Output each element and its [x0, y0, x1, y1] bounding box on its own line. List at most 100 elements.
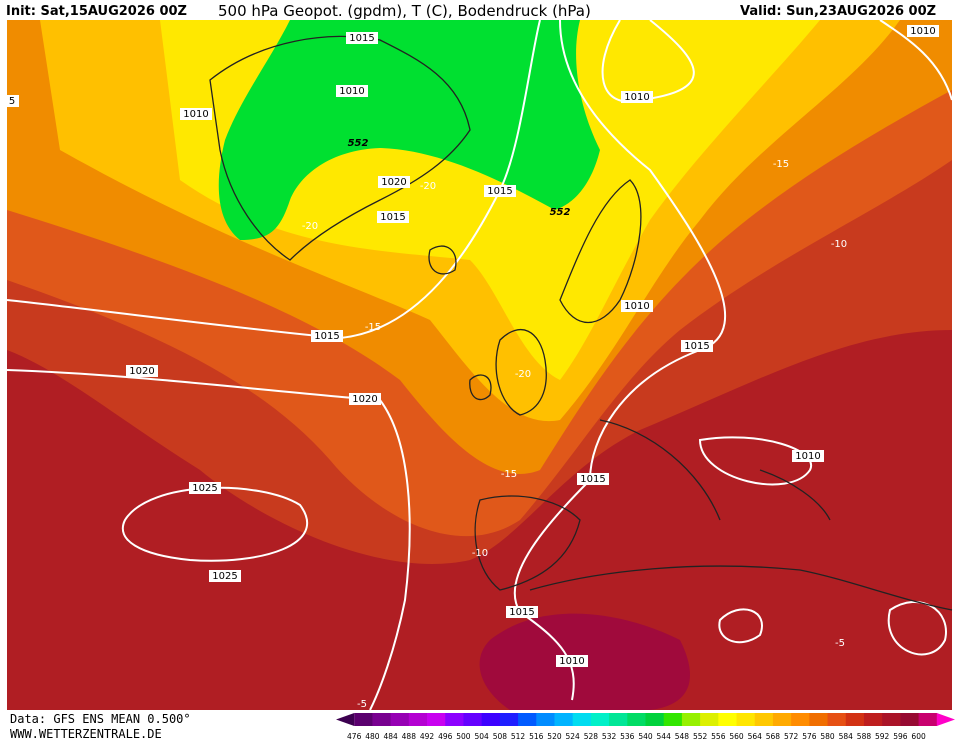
- isobar-label: 1015: [684, 341, 709, 352]
- colorbar-swatch: [809, 713, 829, 726]
- isobar-label: 5: [9, 96, 15, 107]
- map: 1015 1010 1010 552 1020 -20 1015 1015 55…: [6, 19, 953, 711]
- colorbar-label: 488: [402, 732, 417, 741]
- valid-time: Valid: Sun,23AUG2026 00Z: [740, 4, 936, 19]
- colorbar-label: 600: [911, 732, 926, 741]
- colorbar-label: 592: [875, 732, 890, 741]
- colorbar-label: 480: [365, 732, 380, 741]
- isobar-label: 1015: [314, 331, 339, 342]
- colorbar-swatch: [791, 713, 810, 726]
- data-source: Data: GFS ENS MEAN 0.500°: [10, 712, 191, 726]
- colorbar-swatch: [700, 713, 719, 726]
- colorbar-label: 584: [839, 732, 854, 741]
- colorbar-swatch: [572, 713, 592, 726]
- map-title: 500 hPa Geopot. (gpdm), T (C), Bodendruc…: [218, 2, 591, 20]
- isobar-label: 1010: [910, 26, 935, 37]
- colorbar-label: 544: [657, 732, 672, 741]
- colorbar-swatch: [918, 713, 938, 726]
- colorbar-swatch: [772, 713, 792, 726]
- isobar-label: 1025: [192, 483, 217, 494]
- temp-label: -5: [357, 699, 367, 710]
- colorbar-swatch: [736, 713, 756, 726]
- colorbar-swatch: [718, 713, 738, 726]
- colorbar-label: 540: [638, 732, 653, 741]
- temp-label: -15: [501, 469, 517, 480]
- colorbar-label: 504: [474, 732, 489, 741]
- isobar-label: 1015: [580, 474, 605, 485]
- temp-label: -20: [420, 181, 436, 192]
- website: WWW.WETTERZENTRALE.DE: [10, 727, 162, 741]
- colorbar-label: 492: [420, 732, 435, 741]
- colorbar-label: 532: [602, 732, 617, 741]
- colorbar-label: 576: [802, 732, 817, 741]
- colorbar-swatch: [609, 713, 628, 726]
- coastlines: [209, 35, 953, 611]
- temp-label: -10: [472, 548, 488, 559]
- colorbar-label: 560: [729, 732, 744, 741]
- colorbar-swatch: [354, 713, 373, 726]
- isobar-label: 1010: [624, 301, 649, 312]
- colorbar-label: 572: [784, 732, 799, 741]
- colorbar-swatch: [645, 713, 665, 726]
- colorbar-swatch: [463, 713, 483, 726]
- isobar-label: 1025: [212, 571, 237, 582]
- contour-labels: 1015 1010 1010 552 1020 -20 1015 1015 55…: [7, 25, 939, 710]
- isobar-label: 1010: [795, 451, 820, 462]
- isobar-label: 1020: [352, 394, 377, 405]
- colorbar-swatch: [754, 713, 774, 726]
- colorbar-swatch: [554, 713, 574, 726]
- init-time: Init: Sat,15AUG2026 00Z: [6, 4, 187, 19]
- colorbar-swatch: [845, 713, 865, 726]
- isobar-label: 1020: [129, 366, 154, 377]
- colorbar-swatch: [536, 713, 555, 726]
- colorbar-label: 556: [711, 732, 726, 741]
- height-label: 552: [348, 138, 369, 149]
- isobars: [6, 19, 953, 711]
- isobar-label: 1010: [624, 92, 649, 103]
- colorbar-label: 580: [820, 732, 835, 741]
- isobar-label: 1010: [183, 109, 208, 120]
- colorbar-label: 588: [857, 732, 872, 741]
- colorbar-swatch: [663, 713, 683, 726]
- isobar-label: 1010: [559, 656, 584, 667]
- colorbar-label: 552: [693, 732, 708, 741]
- colorbar-label: 476: [347, 732, 362, 741]
- temp-label: -20: [515, 369, 531, 380]
- isobar-label: 1015: [380, 212, 405, 223]
- colorbar-label: 484: [383, 732, 398, 741]
- isobar-label: 1015: [487, 186, 512, 197]
- colorbar-swatch: [390, 713, 410, 726]
- isobar-label: 1010: [339, 86, 364, 97]
- colorbar-swatch: [427, 713, 446, 726]
- colorbar-swatch: [882, 713, 901, 726]
- colorbar-label: 520: [547, 732, 562, 741]
- colorbar-swatch: [518, 713, 537, 726]
- isobar-label: 1020: [381, 177, 406, 188]
- colorbar-arrow: [936, 713, 955, 726]
- colorbar-swatch: [627, 713, 646, 726]
- colorbar-swatch: [900, 713, 920, 726]
- colorbar-arrow: [336, 713, 355, 726]
- colorbar-swatch: [408, 713, 428, 726]
- colorbar-label: 496: [438, 732, 453, 741]
- colorbar-label: 548: [675, 732, 690, 741]
- colorbar-label: 524: [566, 732, 581, 741]
- colorbar-label: 500: [456, 732, 471, 741]
- colorbar-label: 512: [511, 732, 526, 741]
- colorbar-swatch: [481, 713, 501, 726]
- colorbar-swatch: [499, 713, 519, 726]
- colorbar-label: 568: [766, 732, 781, 741]
- colorbar-label: 516: [529, 732, 544, 741]
- colorbar-swatch: [827, 713, 847, 726]
- colorbar-label: 536: [620, 732, 635, 741]
- colorbar-swatch: [863, 713, 883, 726]
- temp-label: -15: [773, 159, 789, 170]
- header-bar: [0, 0, 959, 20]
- colorbar-label: 508: [493, 732, 508, 741]
- isobar-label: 1015: [509, 607, 534, 618]
- temp-label: -15: [365, 322, 381, 333]
- temp-label: -5: [835, 638, 845, 649]
- colorbar-label: 528: [584, 732, 599, 741]
- colorbar-label: 596: [893, 732, 908, 741]
